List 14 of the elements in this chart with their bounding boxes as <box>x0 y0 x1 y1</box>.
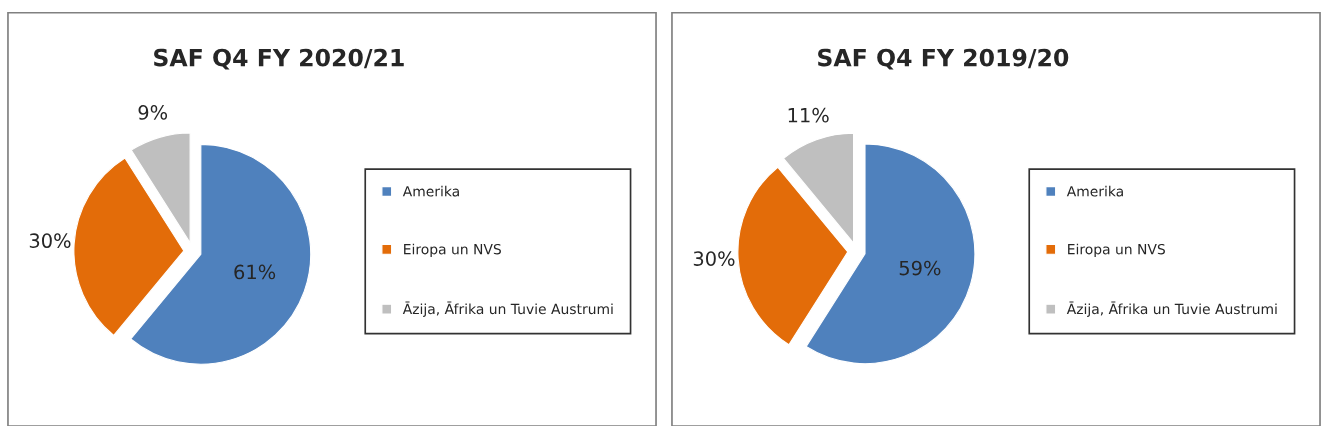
data-label: 11% <box>788 107 829 123</box>
legend-label: Āzija, Āfrika un Tuvie Austrumi <box>1066 301 1277 317</box>
legend-label: Amerika <box>1066 185 1123 197</box>
legend-label: Eiropa un NVS <box>404 243 501 258</box>
data-label: 30% <box>693 251 735 266</box>
legend-label: Eiropa un NVS <box>1068 243 1165 258</box>
chart-title: SAF Q4 FY 2019/20 <box>818 48 1069 70</box>
legend-label: Amerika <box>402 185 459 197</box>
data-label: 61% <box>234 264 276 280</box>
legend-label: Āzija, Āfrika un Tuvie Austrumi <box>402 301 613 317</box>
chart-title: SAF Q4 FY 2020/21 <box>154 48 404 70</box>
data-label: 9% <box>138 105 168 120</box>
data-label: 30% <box>29 233 71 249</box>
data-label: 59% <box>899 260 941 276</box>
